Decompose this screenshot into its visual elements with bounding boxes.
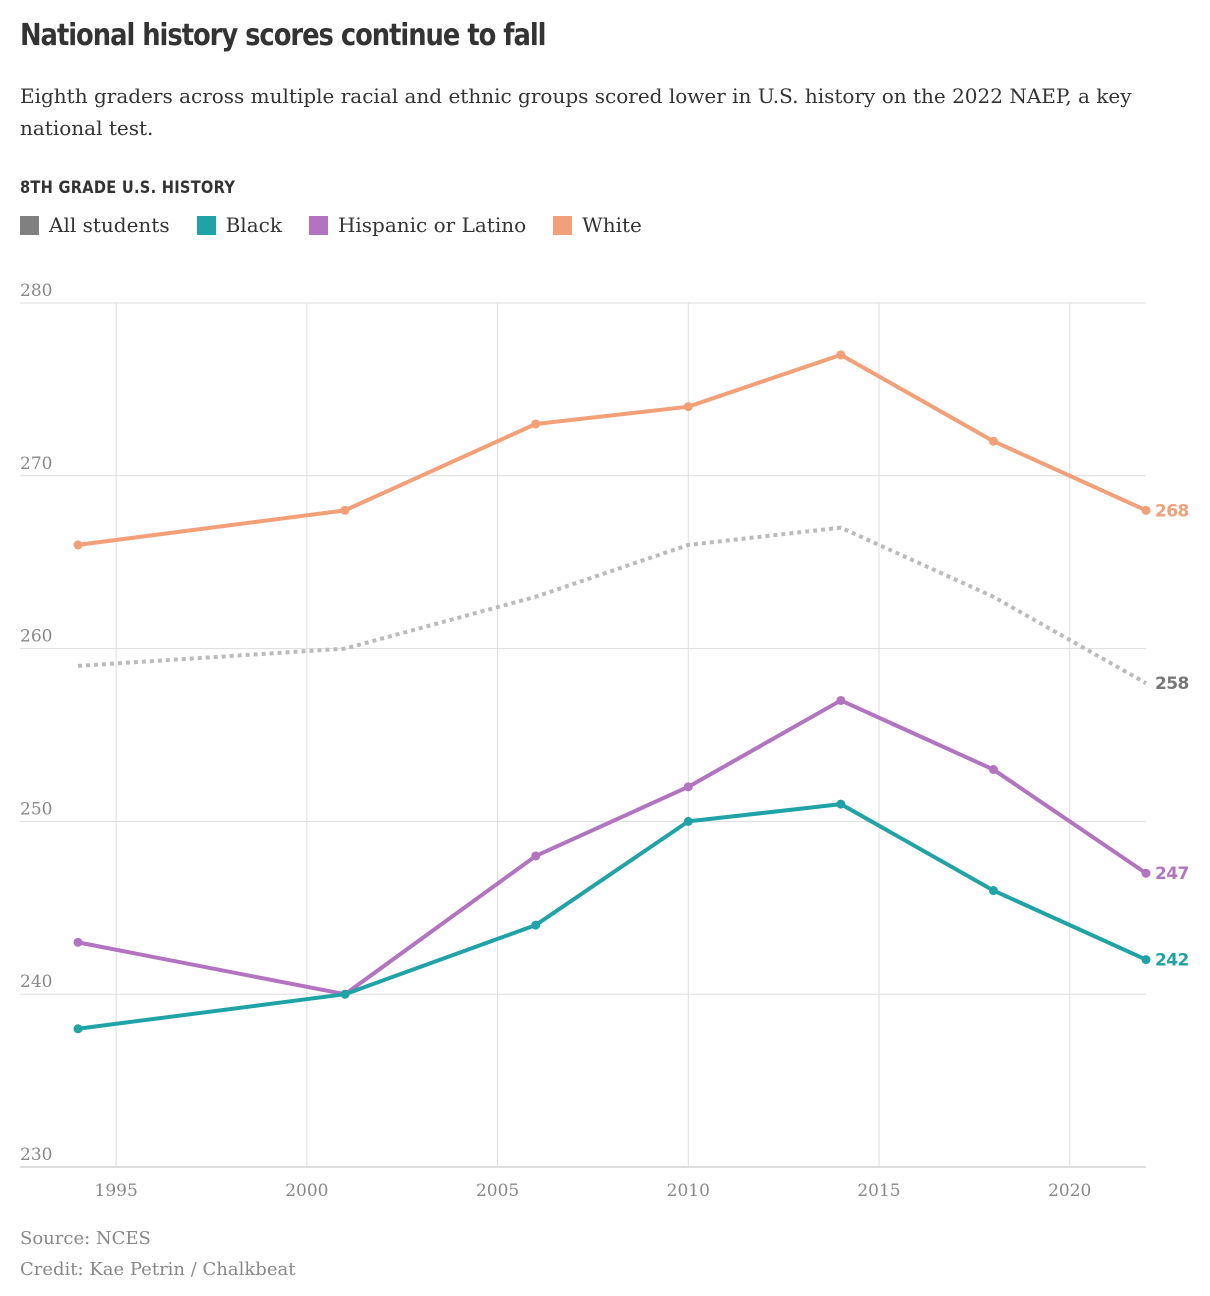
y-tick-label: 250 [20,799,52,819]
legend-item-hispanic-or-latino: Hispanic or Latino [308,213,527,237]
data-point-black [73,1024,83,1034]
data-point-hispanic-or-latino [73,937,83,947]
x-tick-label: 2005 [476,1181,519,1201]
series-line-black [76,802,1148,1031]
y-tick-label: 260 [20,627,52,647]
credit-note: Credit: Kae Petrin / Chalkbeat [20,1259,296,1280]
chart-title: National history scores continue to fall [20,18,546,53]
end-label-hispanic-or-latino: 247 [1155,864,1189,884]
series-line-hispanic-or-latino [76,698,1148,997]
end-label-white: 268 [1155,501,1189,521]
legend: All students Black Hispanic or Latino Wh… [20,213,669,237]
legend-item-white: White [553,213,642,237]
data-point-black [836,799,846,809]
data-point-hispanic-or-latino [1141,868,1151,878]
x-tick-label: 2000 [285,1181,328,1201]
end-label-black: 242 [1155,951,1189,971]
data-point-black [1141,955,1151,965]
data-point-white [340,505,350,515]
data-point-white [836,350,846,360]
data-point-black [988,886,998,896]
data-point-white [531,419,541,429]
legend-swatch-black [196,215,216,235]
legend-swatch-all-students [20,215,39,235]
chart-subtitle: Eighth graders across multiple racial an… [20,84,1132,140]
y-tick-label: 280 [20,281,52,301]
data-point-black [531,920,541,930]
data-point-hispanic-or-latino [531,851,541,861]
legend-label-hispanic-or-latino: Hispanic or Latino [337,213,527,237]
label-layer: 258 268 247 242 [1155,501,1189,970]
x-tick-label: 1995 [95,1181,138,1201]
series-line-white [76,352,1148,547]
data-point-white [683,402,693,412]
data-point-hispanic-or-latino [683,782,693,792]
end-label-all-students: 258 [1155,674,1189,694]
x-tick-label: 2020 [1048,1181,1091,1201]
x-tick-label: 2010 [667,1181,710,1201]
legend-swatch-hispanic-or-latino [308,215,328,235]
data-point-white [73,540,83,550]
legend-swatch-white [553,215,573,235]
source-note: Source: NCES [20,1228,151,1249]
data-point-white [1141,505,1151,515]
legend-label-all-students: All students [49,213,170,237]
chart-section-label: 8TH GRADE U.S. HISTORY [20,178,236,198]
data-point-black [340,989,350,999]
y-tick-label: 240 [20,972,52,992]
data-point-hispanic-or-latino [836,695,846,705]
legend-item-black: Black [196,213,282,237]
grid-layer: 230 240 250 260 270 280 1995 2000 2005 2010 2015 20… [20,281,1146,1201]
series-line-all-students [77,525,1147,685]
y-tick-label: 270 [20,454,52,474]
legend-label-white: White [582,213,642,237]
data-point-hispanic-or-latino [988,765,998,775]
data-point-white [988,436,998,446]
legend-item-all-students: All students [20,213,170,237]
legend-label-black: Black [225,213,282,237]
y-tick-label: 230 [20,1145,52,1165]
series-layer [73,350,1151,1034]
data-point-black [683,816,693,826]
x-tick-label: 2015 [857,1181,900,1201]
